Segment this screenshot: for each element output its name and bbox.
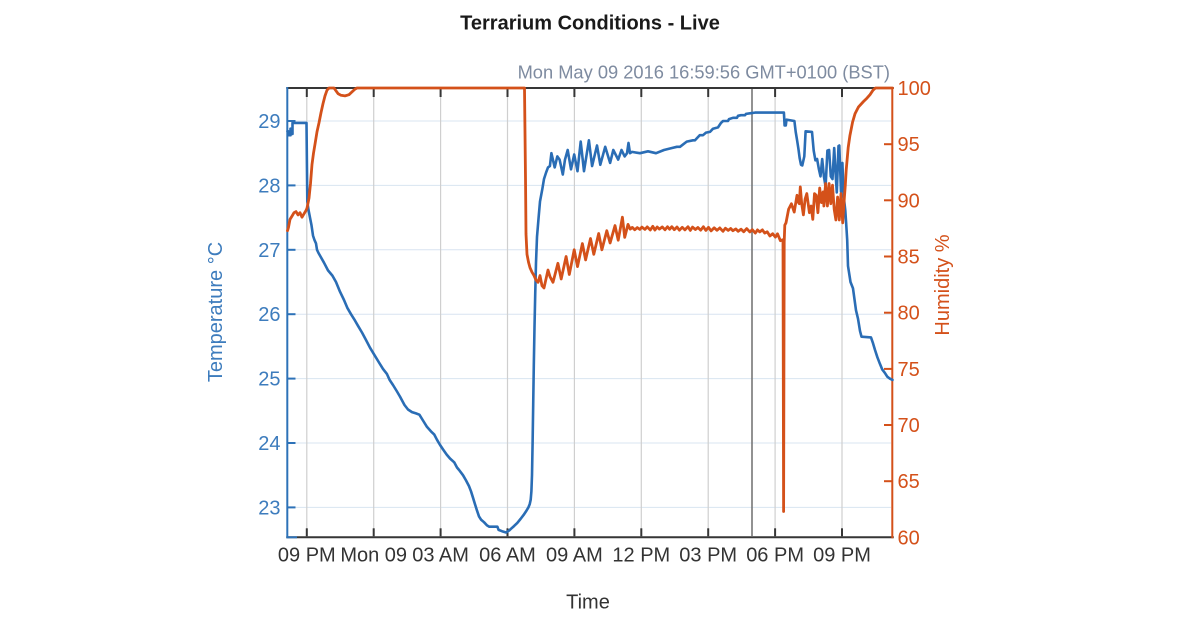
svg-text:09 AM: 09 AM	[546, 545, 603, 567]
svg-text:60: 60	[898, 527, 920, 549]
svg-text:12 PM: 12 PM	[612, 545, 670, 567]
svg-text:03 AM: 03 AM	[412, 545, 469, 567]
svg-text:Temperature °C: Temperature °C	[205, 242, 227, 382]
svg-text:Mon May 09 2016 16:59:56 GMT+0: Mon May 09 2016 16:59:56 GMT+0100 (BST)	[518, 62, 890, 83]
svg-text:100: 100	[898, 78, 931, 100]
svg-text:09 PM: 09 PM	[813, 545, 871, 567]
svg-text:Time: Time	[566, 592, 610, 614]
svg-text:28: 28	[258, 175, 280, 197]
svg-text:26: 26	[258, 304, 280, 326]
svg-text:85: 85	[898, 247, 920, 269]
svg-text:Mon 09: Mon 09	[340, 545, 407, 567]
svg-text:25: 25	[258, 369, 280, 391]
svg-text:70: 70	[898, 415, 920, 437]
svg-text:95: 95	[898, 134, 920, 156]
svg-text:06 AM: 06 AM	[479, 545, 536, 567]
svg-text:75: 75	[898, 359, 920, 381]
svg-text:29: 29	[258, 111, 280, 133]
svg-text:06 PM: 06 PM	[746, 545, 804, 567]
svg-text:Humidity %: Humidity %	[932, 234, 954, 335]
svg-text:03 PM: 03 PM	[679, 545, 737, 567]
svg-text:24: 24	[258, 433, 280, 455]
svg-text:Terrarium Conditions - Live: Terrarium Conditions - Live	[460, 13, 720, 35]
svg-text:90: 90	[898, 190, 920, 212]
svg-text:27: 27	[258, 240, 280, 262]
svg-text:80: 80	[898, 303, 920, 325]
svg-text:65: 65	[898, 471, 920, 493]
svg-text:09 PM: 09 PM	[278, 545, 336, 567]
svg-text:23: 23	[258, 497, 280, 519]
